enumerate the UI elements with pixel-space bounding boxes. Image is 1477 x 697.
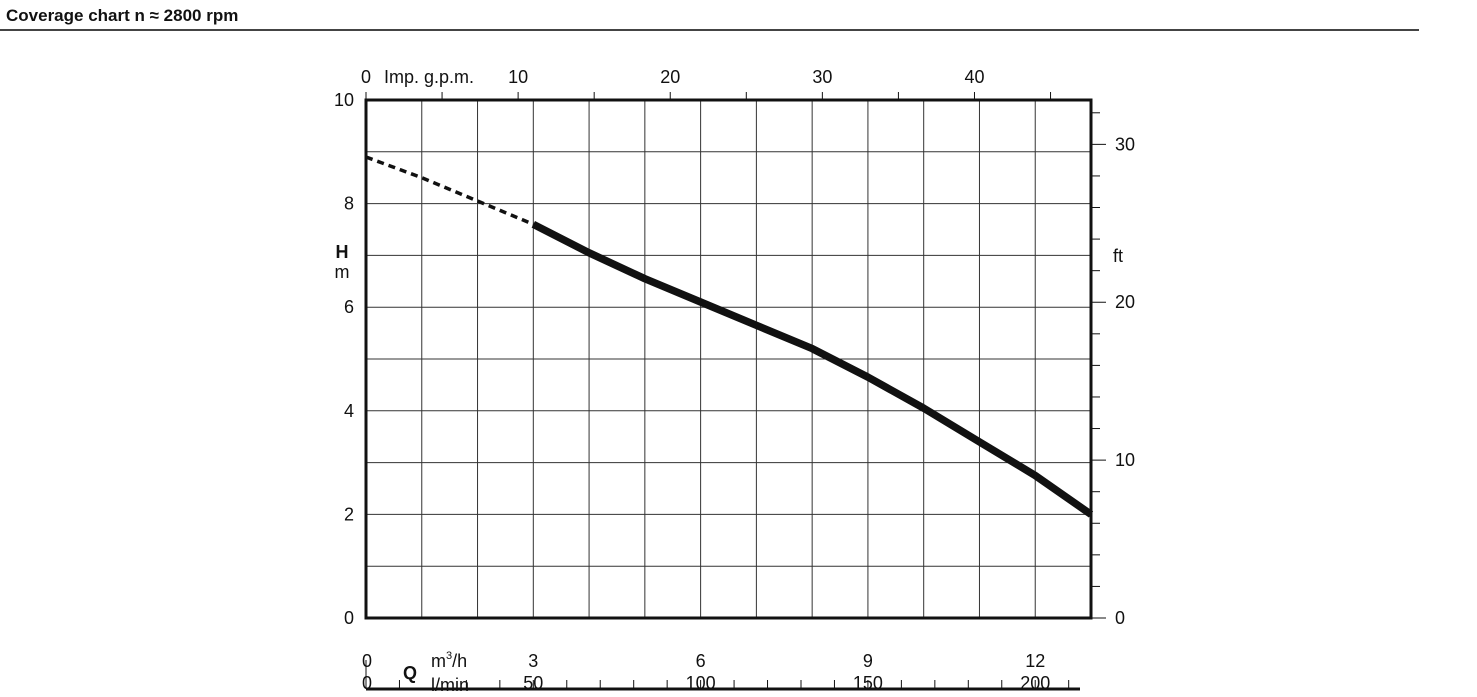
x-tick-label: 9 [863, 651, 873, 671]
x-lmin-tick-label: 200 [1020, 673, 1050, 693]
x-axis-unit-sup: 3 [446, 650, 452, 662]
x-top-tick-label: 30 [812, 67, 832, 87]
y-tick-label: 4 [344, 401, 354, 421]
series-line-dashed [365, 155, 534, 226]
x-axis-unit-tail: /h [452, 651, 467, 671]
x-lmin-tick-label: 100 [686, 673, 716, 693]
x-tick-label: 6 [696, 651, 706, 671]
x-axis-unit-base: m [431, 651, 446, 671]
axis-ticks [365, 92, 1106, 691]
x-lmin-tick-label: 50 [523, 673, 543, 693]
x-axis-name: Q [403, 663, 417, 683]
y-right-tick-label: 30 [1115, 134, 1135, 154]
title-divider [0, 29, 1419, 31]
y-right-tick-label: 20 [1115, 292, 1135, 312]
y-tick-label: 0 [344, 608, 354, 628]
plot-frame [364, 98, 1093, 620]
y-axis-unit: m [335, 262, 350, 282]
y-tick-label: 2 [344, 504, 354, 524]
y-tick-label: 8 [344, 194, 354, 214]
x-top-tick-label: 10 [508, 67, 528, 87]
performance-curves [365, 155, 1094, 518]
plot-border [364, 98, 1093, 620]
x-lmin-tick-label: 0 [362, 673, 372, 693]
x-top-tick-label: 0 [361, 67, 371, 87]
y-right-tick-label: 10 [1115, 450, 1135, 470]
y-tick-label: 10 [334, 90, 354, 110]
page-title: Coverage chart n ≈ 2800 rpm [6, 6, 239, 25]
x-lmin-tick-label: 150 [853, 673, 883, 693]
x-tick-label: 12 [1025, 651, 1045, 671]
y-right-tick-label: 0 [1115, 608, 1125, 628]
y-tick-label: 6 [344, 297, 354, 317]
series-line-solid [531, 220, 1094, 518]
x-top-axis-unit: Imp. g.p.m. [384, 67, 474, 87]
x-top-tick-label: 40 [964, 67, 984, 87]
x-axis-unit-m3h: m3/h [431, 650, 467, 671]
grid-lines [366, 100, 1091, 618]
y-right-axis-unit: ft [1113, 246, 1123, 266]
x-tick-label: 0 [362, 651, 372, 671]
x-tick-label: 3 [528, 651, 538, 671]
x-axis-unit-lmin: l/min [431, 675, 469, 695]
x-top-tick-label: 20 [660, 67, 680, 87]
y-axis-name: H [336, 242, 349, 262]
